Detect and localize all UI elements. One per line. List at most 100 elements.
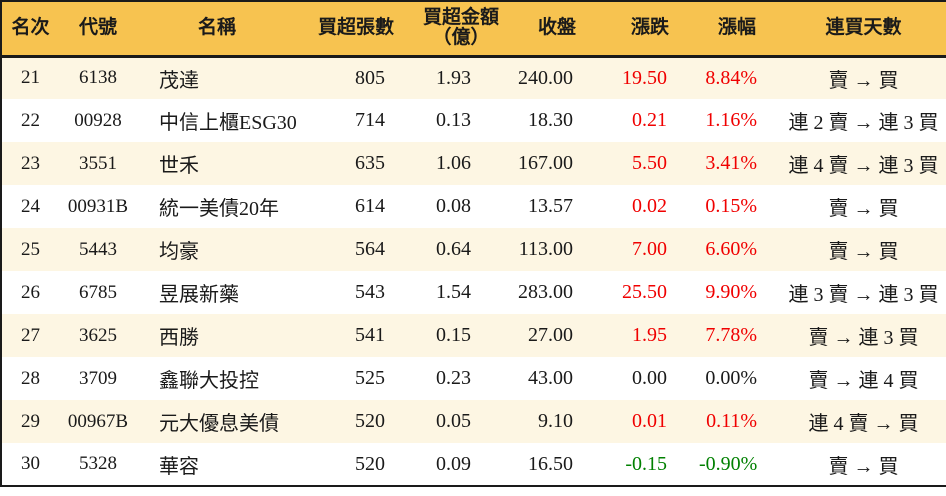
table-row[interactable]: 21 6138 茂達 805 1.93 240.00 19.50 8.84% 賣 → 買 — [1, 56, 946, 99]
cell-percent: 9.90% — [705, 281, 757, 303]
cell-amount: 0.23 — [436, 367, 471, 389]
cell-volume: 520 — [355, 410, 385, 432]
cell-volume: 635 — [355, 152, 385, 174]
table-row[interactable]: 30 5328 華容 520 0.09 16.50 -0.15 -0.90% 賣 → 買 — [1, 443, 946, 486]
cell-percent: 7.78% — [705, 324, 757, 346]
cell-change: 0.00 — [632, 367, 667, 389]
cell-rank: 28 — [21, 367, 40, 389]
cell-change: 1.95 — [632, 324, 667, 346]
cell-streak: 賣 → 買 — [828, 69, 899, 92]
cell-code: 00967B — [67, 410, 129, 432]
cell-name: 均豪 — [159, 241, 199, 263]
cell-close: 16.50 — [528, 452, 573, 475]
cell-volume: 543 — [355, 281, 385, 303]
cell-change: 0.21 — [632, 109, 667, 131]
cell-change: 5.50 — [632, 152, 667, 174]
cell-code: 5443 — [79, 238, 117, 260]
cell-name: 昱展新藥 — [159, 284, 239, 306]
cell-amount: 1.06 — [436, 152, 471, 174]
cell-volume: 525 — [355, 367, 385, 389]
column-header-close-label: 收盤 — [537, 16, 576, 38]
cell-rank: 23 — [21, 152, 40, 174]
cell-rank: 25 — [21, 238, 40, 260]
cell-rank: 30 — [21, 453, 40, 474]
column-header-amount[interactable]: 買超金額 （億） — [415, 1, 507, 56]
column-header-close[interactable]: 收盤 — [507, 1, 607, 56]
cell-name: 茂達 — [159, 69, 199, 92]
cell-amount: 0.64 — [436, 238, 471, 260]
cell-volume: 520 — [355, 452, 385, 475]
header-row: 名次 代號 名稱 買超張數 買超金額 （億） 收盤 漲跌 漲幅 連買天數 — [1, 1, 946, 56]
cell-streak: 連 4 賣 → 買 — [808, 413, 919, 435]
cell-volume: 805 — [355, 66, 385, 89]
table-row[interactable]: 22 00928 中信上櫃ESG30 714 0.13 18.30 0.21 1.16% 連 2… — [1, 99, 946, 142]
cell-close: 283.00 — [518, 281, 573, 303]
table-row[interactable]: 23 3551 世禾 635 1.06 167.00 5.50 3.41% 連 4 賣 → 連 … — [1, 142, 946, 185]
column-header-name-label: 名稱 — [197, 16, 236, 38]
column-header-volume[interactable]: 買超張數 — [297, 1, 415, 56]
cell-change: 7.00 — [632, 238, 667, 260]
table-row[interactable]: 25 5443 均豪 564 0.64 113.00 7.00 6.60% 賣 → 買 — [1, 228, 946, 271]
cell-streak: 賣 → 買 — [828, 241, 899, 263]
cell-rank: 26 — [21, 281, 40, 303]
table-header: 名次 代號 名稱 買超張數 買超金額 （億） 收盤 漲跌 漲幅 連買天數 — [1, 1, 946, 56]
cell-streak: 賣 → 連 4 買 — [808, 370, 919, 392]
cell-streak: 連 2 賣 → 連 3 買 — [788, 112, 939, 134]
cell-close: 13.57 — [528, 195, 573, 217]
cell-code: 3551 — [79, 152, 117, 174]
cell-close: 27.00 — [528, 324, 573, 346]
cell-streak: 連 4 賣 → 連 3 買 — [788, 155, 939, 177]
cell-code: 00931B — [67, 195, 129, 217]
cell-percent: 1.16% — [705, 109, 757, 131]
cell-code: 6785 — [79, 281, 117, 303]
cell-close: 240.00 — [518, 66, 573, 89]
column-header-code[interactable]: 代號 — [59, 1, 137, 56]
cell-volume: 564 — [355, 238, 385, 260]
table-row[interactable]: 28 3709 鑫聯大投控 525 0.23 43.00 0.00 0.00% 賣 → 連 4 … — [1, 357, 946, 400]
cell-percent: 0.15% — [705, 195, 757, 217]
cell-streak: 賣 → 買 — [828, 198, 899, 220]
column-header-streak[interactable]: 連買天數 — [781, 1, 946, 56]
cell-code: 00928 — [74, 109, 122, 131]
cell-volume: 614 — [355, 195, 385, 217]
table-row[interactable]: 26 6785 昱展新藥 543 1.54 283.00 25.50 9.90% 連 3 賣 →… — [1, 271, 946, 314]
cell-percent: 8.84% — [705, 66, 757, 89]
cell-streak: 連 3 賣 → 連 3 買 — [788, 284, 939, 306]
table-row[interactable]: 24 00931B 統一美債20年 614 0.08 13.57 0.02 0.15% 賣 → … — [1, 185, 946, 228]
cell-rank: 27 — [21, 324, 40, 346]
cell-name: 鑫聯大投控 — [159, 370, 259, 392]
column-header-volume-label: 買超張數 — [317, 16, 394, 38]
table-row[interactable]: 27 3625 西勝 541 0.15 27.00 1.95 7.78% 賣 → 連 3 買 — [1, 314, 946, 357]
cell-rank: 24 — [21, 195, 40, 217]
cell-percent: 3.41% — [705, 152, 757, 174]
cell-amount: 0.15 — [436, 324, 471, 346]
column-header-rank-label: 名次 — [11, 16, 50, 38]
column-header-amount-unit: （億） — [432, 27, 490, 49]
column-header-percent[interactable]: 漲幅 — [693, 1, 781, 56]
cell-change: 25.50 — [622, 281, 667, 303]
cell-percent: 0.00% — [705, 367, 757, 389]
cell-code: 3709 — [79, 367, 117, 389]
cell-amount: 0.08 — [436, 195, 471, 217]
column-header-change-label: 漲跌 — [630, 16, 669, 38]
cell-percent: 6.60% — [705, 238, 757, 260]
cell-change: 0.02 — [632, 195, 667, 217]
column-header-change[interactable]: 漲跌 — [607, 1, 693, 56]
cell-amount: 0.13 — [436, 109, 471, 131]
column-header-code-label: 代號 — [78, 16, 117, 38]
cell-name: 華容 — [159, 455, 199, 478]
cell-rank: 21 — [21, 67, 40, 89]
table-row[interactable]: 29 00967B 元大優息美債 520 0.05 9.10 0.01 0.11% 連 4 賣 … — [1, 400, 946, 443]
cell-change: 19.50 — [622, 66, 667, 89]
column-header-amount-label: 買超金額 — [422, 6, 499, 28]
cell-name: 統一美債20年 — [159, 198, 279, 220]
cell-streak: 賣 → 連 3 買 — [808, 327, 919, 349]
column-header-rank[interactable]: 名次 — [1, 1, 59, 56]
cell-name: 西勝 — [159, 327, 199, 349]
cell-close: 43.00 — [528, 367, 573, 389]
cell-close: 18.30 — [528, 109, 573, 131]
cell-close: 113.00 — [518, 238, 573, 260]
cell-amount: 1.93 — [436, 66, 471, 89]
cell-close: 9.10 — [538, 410, 573, 432]
column-header-name[interactable]: 名稱 — [137, 1, 297, 56]
